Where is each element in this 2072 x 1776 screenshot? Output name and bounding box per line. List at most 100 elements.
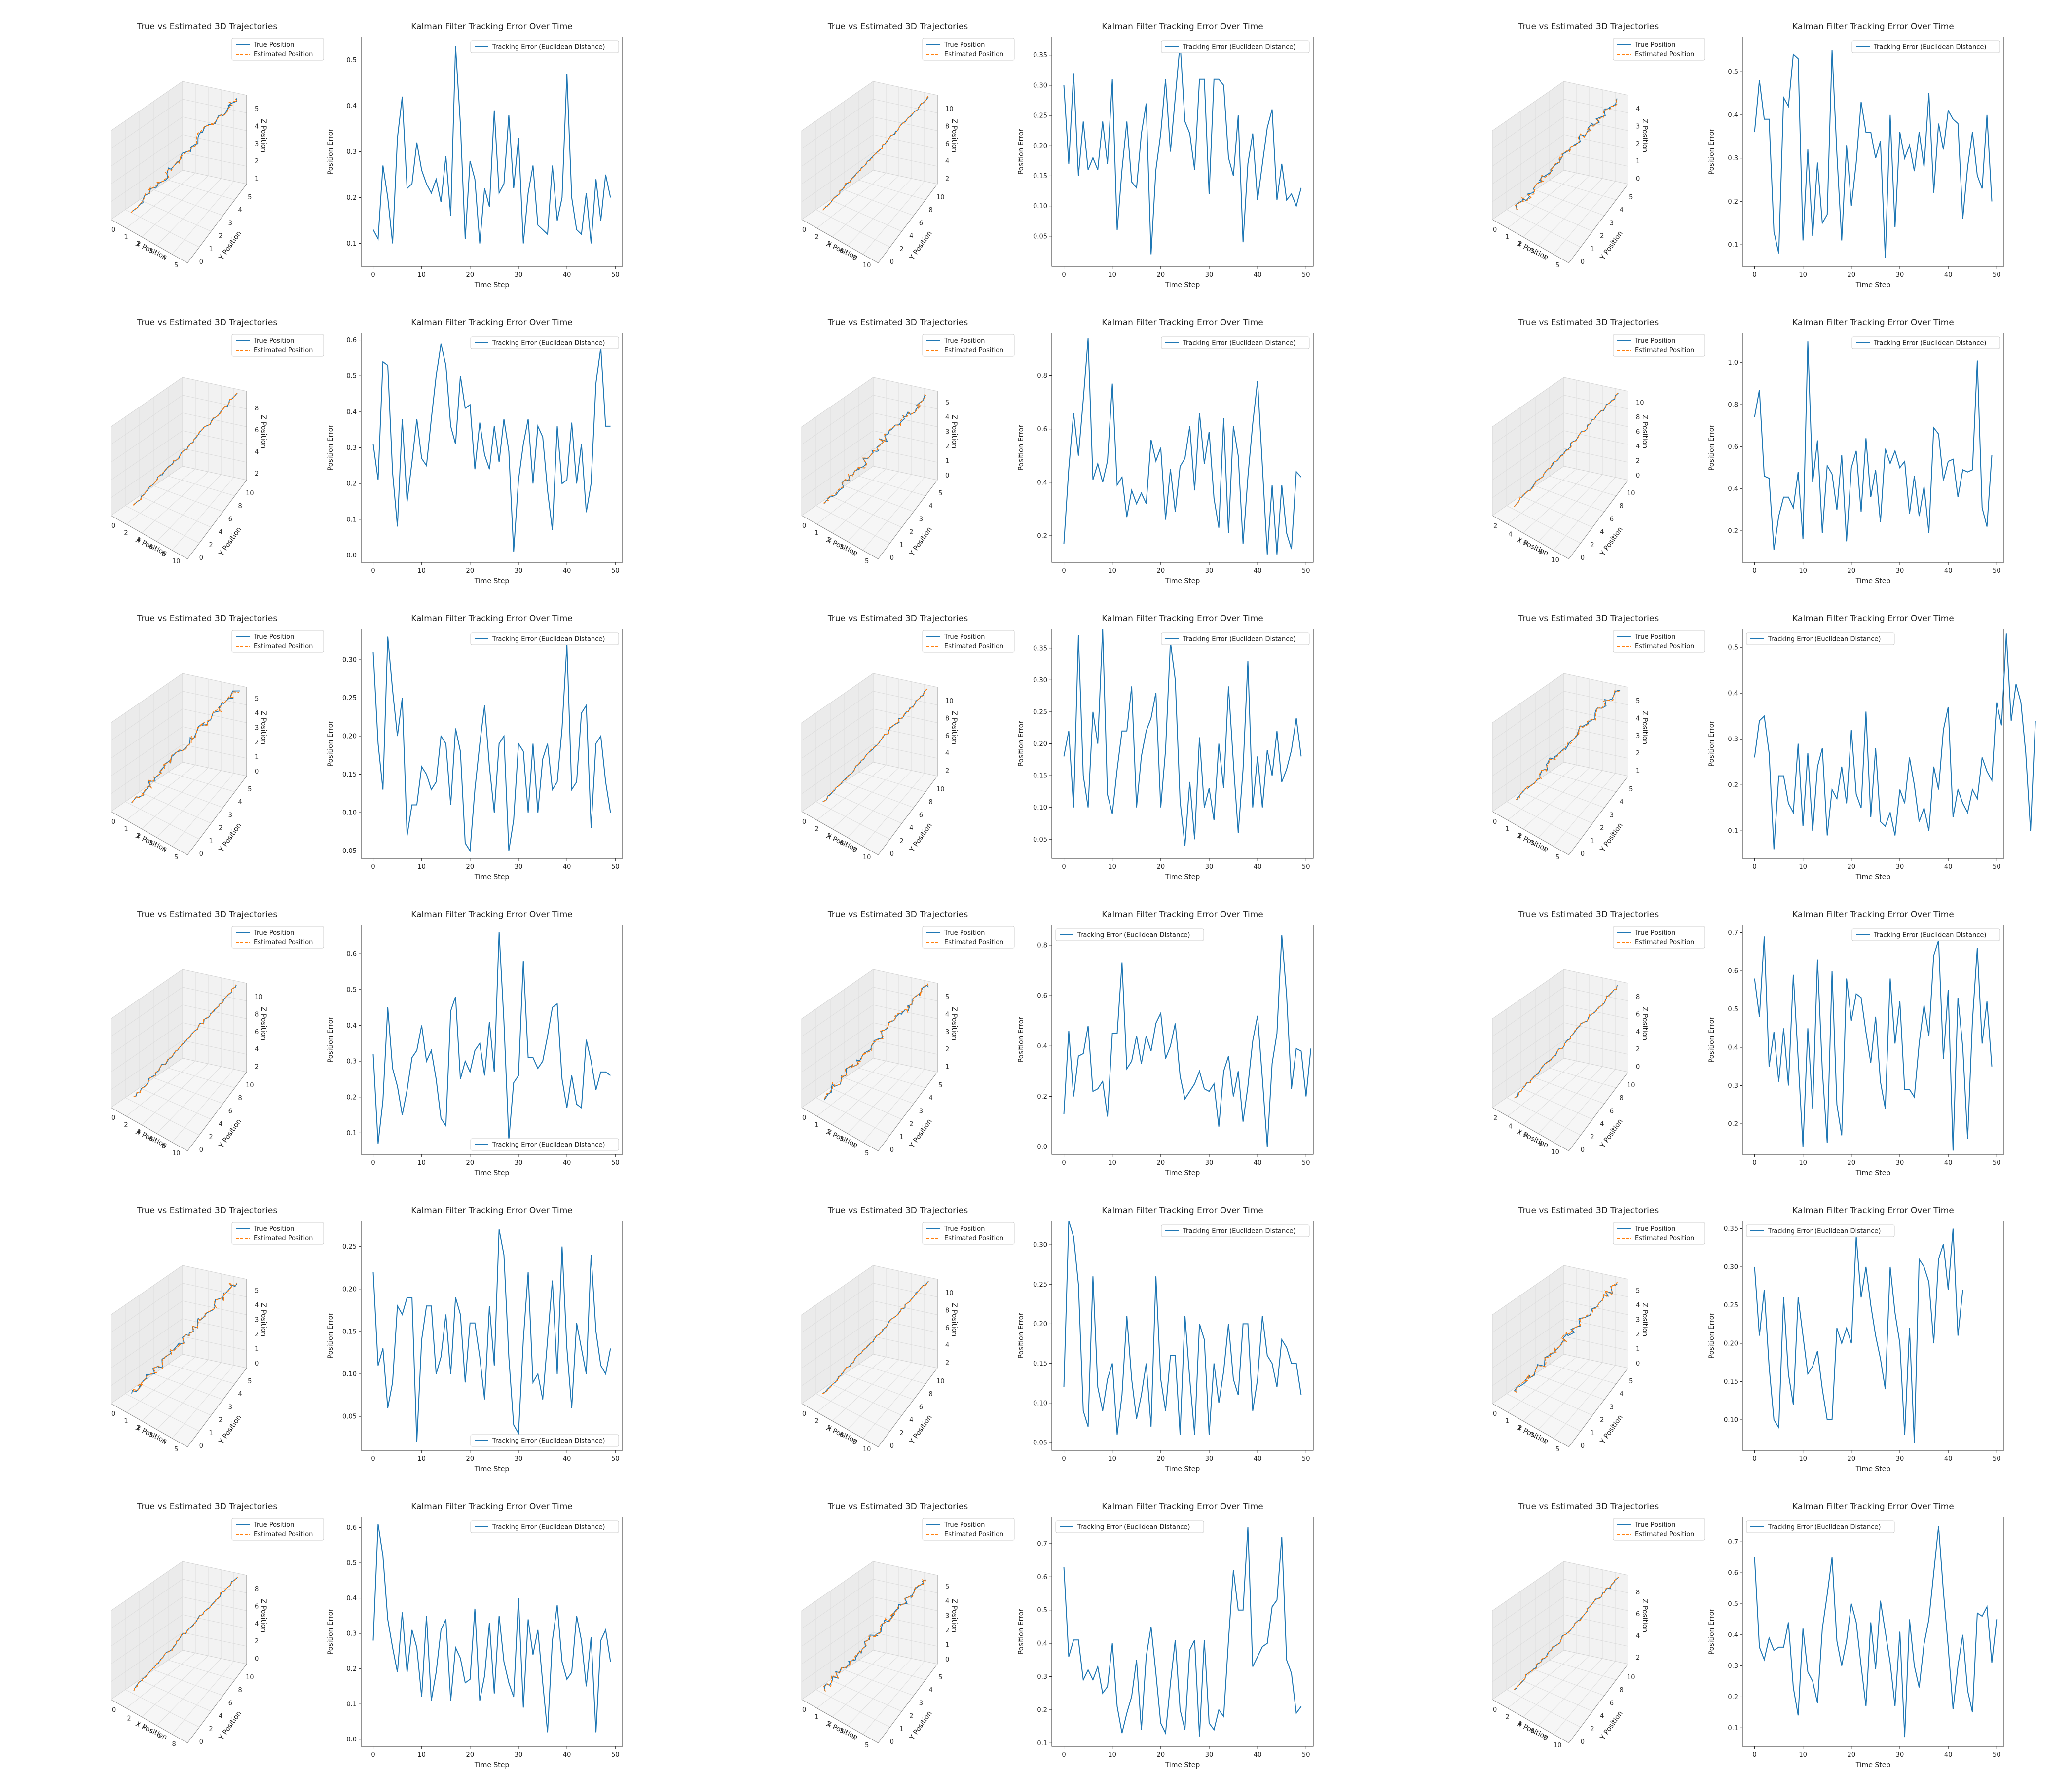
x-tick-label: 1	[1505, 1417, 1509, 1425]
y-tick-label: 0.1	[346, 516, 357, 523]
x-tick-label: 4	[1508, 1123, 1512, 1131]
z-tick-label: 8	[1636, 414, 1640, 421]
y-tick-label: 5	[248, 194, 252, 201]
y-tick-label: 1	[1590, 1430, 1594, 1437]
estimated-position-line	[1513, 1577, 1619, 1691]
y-tick-label: 0.10	[1033, 1400, 1047, 1407]
grid-line	[172, 181, 234, 255]
grid-line	[801, 134, 938, 185]
grid-line	[1520, 1087, 1593, 1120]
grid-line	[111, 116, 247, 167]
y-tick-label: 0.3	[1728, 736, 1738, 743]
legend-frame	[1851, 928, 2000, 941]
grid-line	[1522, 1655, 1590, 1717]
pane-back	[873, 673, 938, 777]
legend-err-label: Tracking Error (Euclidean Distance)	[492, 1524, 605, 1531]
x-tick-label: 3	[149, 1432, 153, 1439]
x-tick-label: 3	[149, 248, 153, 255]
y-axis-line	[878, 480, 938, 559]
err-legend: Tracking Error (Euclidean Distance)	[470, 1138, 619, 1151]
z-tick-label: 2	[945, 1046, 949, 1053]
grid-line	[844, 781, 914, 808]
x-tick-label: 10	[863, 1446, 871, 1453]
y-tick-label: 0.20	[342, 1286, 357, 1293]
grid-line	[168, 476, 235, 496]
grid-line	[801, 1318, 938, 1369]
grid-line	[844, 485, 914, 512]
legend-est-label: Estimated Position	[944, 939, 1003, 946]
tracking-error-line	[372, 1229, 611, 1442]
y-tick-label: 4	[219, 1713, 222, 1720]
x-tick-label: 10	[1108, 863, 1116, 871]
x-tick-label: 2	[137, 833, 141, 840]
y-tick-label: 8	[1619, 1095, 1623, 1102]
err-legend: Tracking Error (Euclidean Distance)	[1746, 1520, 1895, 1533]
z-tick-label: 8	[255, 1586, 259, 1593]
err-x-axis-label: Time Step	[1165, 1169, 1200, 1177]
z-tick-label: 2	[1636, 750, 1640, 757]
traj-title: True vs Estimated 3D Trajectories	[1518, 910, 1659, 920]
x-tick-label: 30	[1896, 1455, 1904, 1463]
y-tick-label: 0.30	[1033, 1242, 1047, 1249]
y-tick-label: 0.2	[1728, 198, 1738, 206]
y-tick-label: 5	[1629, 194, 1633, 201]
grid-line	[111, 152, 247, 202]
x-tick-label: 5	[865, 1150, 869, 1157]
legend-est-label: Estimated Position	[944, 1235, 1003, 1242]
traj-legend: True Position Estimated Position	[922, 926, 1015, 949]
x-tick-label: 50	[611, 1751, 620, 1759]
err-title: Kalman Filter Tracking Error Over Time	[1102, 1502, 1263, 1512]
err-title: Kalman Filter Tracking Error Over Time	[1792, 318, 1954, 328]
grid-line	[815, 1689, 890, 1728]
y-tick-label: 0.5	[346, 1560, 357, 1567]
x-tick-label: 8	[162, 1143, 166, 1150]
y-tick-label: 2	[1600, 233, 1604, 240]
traj-title: True vs Estimated 3D Trajectories	[1518, 318, 1659, 328]
x-tick-label: 4	[852, 1735, 856, 1742]
x-tick-label: 8	[852, 255, 856, 262]
estimated-position-line	[132, 691, 239, 803]
legend-err-label: Tracking Error (Euclidean Distance)	[1768, 636, 1881, 643]
legend-true-label: True Position	[944, 1521, 985, 1529]
y-tick-label: 0.2	[1728, 1121, 1738, 1128]
grid-line	[172, 1069, 234, 1143]
err-y-axis-label: Position Error	[1017, 129, 1025, 175]
grid-line	[139, 791, 212, 824]
y-tick-label: 0.3	[1728, 1663, 1738, 1670]
legend-frame	[231, 1222, 324, 1245]
z-tick-label: 4	[1636, 1302, 1640, 1309]
x-tick-label: 4	[162, 1439, 166, 1446]
grid-line	[125, 1097, 200, 1136]
y-tick-label: 1	[209, 1430, 213, 1437]
z-tick-label: 2	[255, 1063, 259, 1071]
x-tick-label: 2	[137, 241, 141, 248]
z-axis-label: Z Position	[259, 1007, 267, 1041]
x-tick-label: 40	[1944, 863, 1953, 871]
x-tick-label: 50	[1302, 1455, 1310, 1463]
err-x-axis-label: Time Step	[474, 577, 510, 585]
z-tick-label: 5	[1636, 1288, 1640, 1295]
grid-line	[832, 1655, 899, 1717]
y-tick-label: 0.30	[1033, 677, 1047, 684]
grid-line	[830, 1679, 902, 1712]
err-title: Kalman Filter Tracking Error Over Time	[1792, 910, 1954, 920]
x-tick-label: 20	[1157, 1455, 1165, 1463]
grid-line	[801, 708, 938, 759]
x-axis-line	[111, 1107, 188, 1151]
y-tick-label: 0.2	[1728, 1694, 1738, 1701]
grid-line	[832, 471, 899, 533]
y-axis-line	[878, 1072, 938, 1151]
grid-line	[111, 726, 247, 777]
y-tick-label: 0.4	[1037, 1043, 1047, 1050]
plot-area	[1742, 629, 2004, 859]
x-tick-label: 4	[142, 1724, 146, 1731]
x-tick-label: 50	[1993, 1455, 2001, 1463]
x-tick-label: 0	[1493, 1706, 1497, 1714]
legend-est-label: Estimated Position	[254, 51, 313, 58]
grid-line	[168, 1364, 235, 1384]
grid-line	[1549, 1068, 1617, 1088]
y-tick-label: 4	[238, 1391, 242, 1398]
grid-line	[858, 180, 926, 200]
